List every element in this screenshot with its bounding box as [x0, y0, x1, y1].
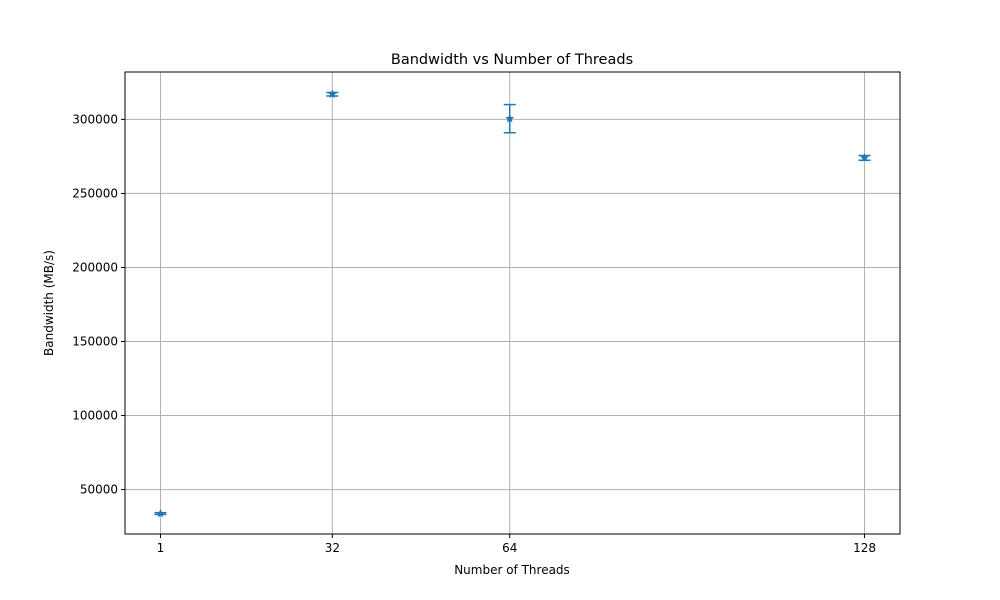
y-tick-label: 150000	[72, 335, 118, 349]
y-tick-label: 100000	[72, 409, 118, 423]
data-point	[859, 152, 870, 162]
data-point	[155, 508, 166, 518]
y-tick-label: 200000	[72, 260, 118, 274]
y-tick-label: 300000	[72, 112, 118, 126]
x-tick-label: 128	[853, 541, 876, 555]
x-axis-label: Number of Threads	[454, 563, 570, 577]
data-point	[505, 113, 515, 123]
chart-title: Bandwidth vs Number of Threads	[391, 52, 633, 68]
x-tick-label: 32	[325, 541, 340, 555]
y-tick-label: 50000	[80, 483, 118, 497]
data-layer	[154, 89, 871, 518]
x-tick-label: 1	[157, 541, 165, 555]
y-tick-label: 250000	[72, 186, 118, 200]
data-point	[327, 89, 337, 99]
plot-frame	[124, 71, 901, 535]
grid	[125, 72, 900, 534]
tick-layer: 1 32 64 128 50000 100000 150000 200000 250000 300…	[72, 112, 876, 555]
x-tick-label: 64	[502, 541, 517, 555]
y-axis-label: Bandwidth (MB/s)	[42, 250, 56, 356]
